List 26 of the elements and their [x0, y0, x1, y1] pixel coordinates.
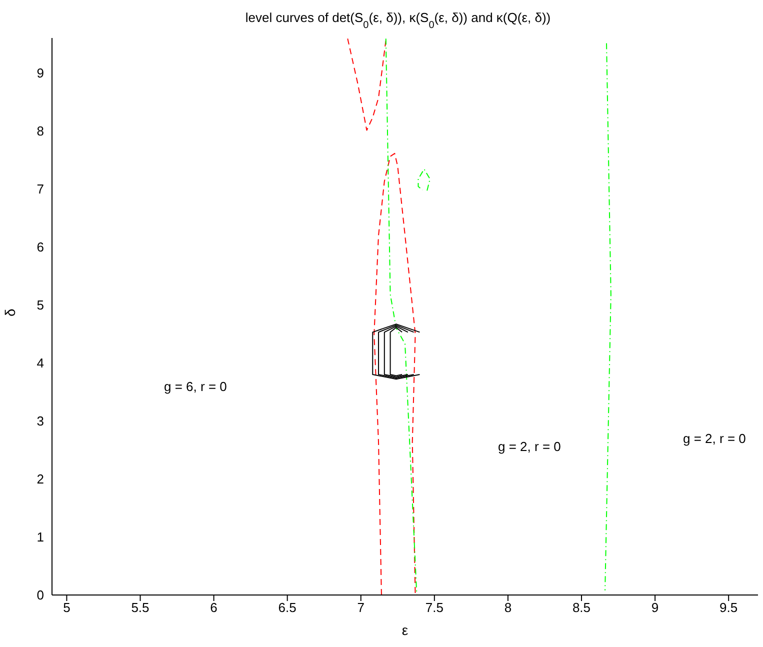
- y-axis-title: δ: [2, 308, 18, 316]
- x-tick-label: 9.5: [720, 600, 738, 616]
- x-axis-title: ε: [402, 622, 408, 638]
- y-tick-label: 9: [36, 65, 44, 80]
- annotation: g = 2, r = 0: [498, 439, 561, 454]
- y-tick-label: 3: [36, 414, 44, 429]
- x-tick-label: 5: [63, 600, 70, 616]
- x-tick-label: 8: [504, 600, 512, 616]
- y-tick-label: 7: [36, 181, 44, 196]
- x-tick-label: 5.5: [131, 600, 150, 616]
- x-tick-label: 8.5: [572, 600, 591, 616]
- x-tick-label: 7: [357, 600, 364, 616]
- x-tick-label: 6.5: [278, 600, 296, 616]
- y-tick-label: 0: [36, 588, 44, 603]
- y-tick-label: 1: [36, 530, 44, 545]
- annotation: g = 6, r = 0: [164, 379, 227, 394]
- x-tick-label: 7.5: [425, 600, 444, 616]
- y-tick-label: 8: [36, 123, 44, 138]
- x-tick-label: 9: [651, 600, 659, 616]
- chart-title: level curves of det(S$_{0}$(ε, δ)), κ(S$_{0}$(ε, δ)) and κ(Q(ε, δ)): [245, 10, 551, 30]
- y-tick-label: 5: [36, 298, 44, 313]
- y-tick-label: 2: [36, 472, 44, 487]
- annotation: g = 2, r = 0: [683, 431, 746, 446]
- x-tick-label: 6: [210, 600, 218, 616]
- y-tick-label: 6: [36, 239, 44, 254]
- y-tick-label: 4: [36, 356, 44, 371]
